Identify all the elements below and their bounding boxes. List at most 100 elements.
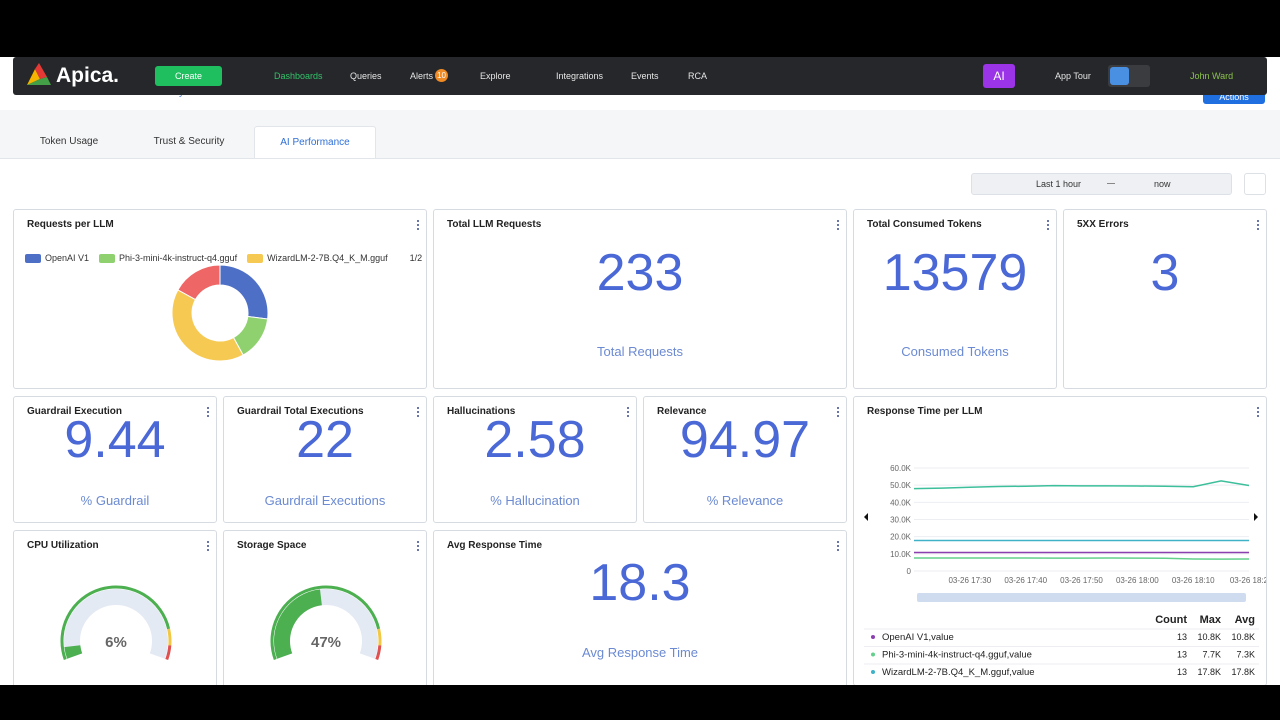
- prev-arrow[interactable]: [864, 513, 868, 521]
- panel-title: Storage Space: [237, 540, 307, 551]
- panel-menu[interactable]: [1256, 220, 1260, 230]
- panel-menu[interactable]: [416, 220, 420, 230]
- y-tick-label: 30.0K: [890, 516, 912, 525]
- tab[interactable]: AI Performance: [254, 126, 376, 158]
- time-picker[interactable]: [971, 173, 1232, 195]
- menu-dot: [417, 415, 419, 417]
- series-line: [914, 557, 1250, 560]
- panel: Storage Space 47%: [223, 530, 427, 690]
- panel-menu[interactable]: [206, 541, 210, 551]
- panel-menu[interactable]: [836, 541, 840, 551]
- row-dot: [871, 670, 875, 674]
- user-name[interactable]: John Ward: [1190, 71, 1234, 81]
- y-tick-label: 0: [907, 567, 912, 576]
- stat-caption: Consumed Tokens: [901, 344, 1009, 359]
- menu-dot: [207, 545, 209, 547]
- stat-caption: Avg Response Time: [581, 645, 699, 660]
- stat-value: 9.44: [64, 411, 166, 469]
- menu-dot: [1257, 220, 1259, 222]
- menu-dot: [627, 415, 629, 417]
- time-from[interactable]: Last 1 hour: [1036, 179, 1082, 189]
- zoom-slider[interactable]: [917, 593, 1246, 602]
- time-to[interactable]: now: [1154, 179, 1171, 189]
- panel: Total Consumed Tokens 13579 Consumed Token…: [853, 209, 1057, 389]
- menu-dot: [417, 228, 419, 230]
- panel-menu[interactable]: [1256, 407, 1260, 417]
- y-tick-label: 40.0K: [890, 498, 912, 507]
- panel-menu[interactable]: [626, 407, 630, 417]
- row-dot: [871, 635, 875, 639]
- x-tick-label: 03-26 18:2: [1230, 576, 1267, 585]
- stat-caption: Gaurdrail Executions: [264, 493, 386, 508]
- time-arrow: [1107, 183, 1115, 184]
- logo-icon: [27, 63, 51, 85]
- row-dot: [871, 652, 875, 657]
- menu-dot: [627, 407, 629, 409]
- panel: CPU Utilization 6%: [13, 530, 217, 690]
- menu-dot: [837, 407, 839, 409]
- next-arrow[interactable]: [1254, 513, 1258, 521]
- menu-dot: [417, 549, 419, 551]
- tab[interactable]: Token Usage: [39, 136, 99, 147]
- ai-button[interactable]: AI: [983, 64, 1015, 88]
- menu-dot: [417, 541, 419, 543]
- panel-menu[interactable]: [206, 407, 210, 417]
- stat-caption: % Relevance: [706, 493, 784, 508]
- nav-item[interactable]: RCA: [688, 71, 708, 81]
- x-tick-label: 03-26 17:50: [1060, 576, 1103, 585]
- donut-slice: [171, 289, 244, 362]
- stat-caption: Total Requests: [597, 344, 683, 359]
- panel-menu[interactable]: [836, 407, 840, 417]
- menu-dot: [1257, 407, 1259, 409]
- refresh-button[interactable]: [1244, 173, 1266, 195]
- nav-item[interactable]: Alerts: [410, 71, 434, 81]
- bottom-bar: [0, 685, 1280, 720]
- nav-item[interactable]: Events: [631, 71, 659, 81]
- panel-menu[interactable]: [836, 220, 840, 230]
- panel: 5XX Errors 3: [1063, 209, 1267, 389]
- panel: Hallucinations 2.58 % Hallucination: [433, 396, 637, 523]
- stat-value: 3: [1150, 244, 1180, 302]
- panel-menu[interactable]: [416, 541, 420, 551]
- nav-item[interactable]: Integrations: [556, 71, 604, 81]
- row-cell: 10.8K: [1231, 632, 1255, 642]
- nav-item[interactable]: Queries: [350, 71, 382, 81]
- nav-item[interactable]: Explore: [480, 71, 511, 81]
- menu-dot: [627, 411, 629, 413]
- menu-dot: [207, 407, 209, 409]
- row-name: OpenAI V1,value: [882, 632, 954, 643]
- create-button[interactable]: Create: [155, 66, 222, 86]
- panel-title: Guardrail Total Executions: [237, 406, 364, 417]
- donut-slice: [219, 265, 269, 320]
- panel-menu[interactable]: [416, 407, 420, 417]
- tab-bar: [0, 110, 1280, 159]
- menu-dot: [417, 407, 419, 409]
- stat-caption: % Hallucination: [490, 493, 580, 508]
- legend-label: WizardLM-2-7B.Q4_K_M.gguf: [267, 253, 388, 263]
- table-header: Count: [1155, 614, 1187, 626]
- table-header: Avg: [1235, 614, 1255, 626]
- panel-title: Requests per LLM: [27, 219, 114, 230]
- menu-dot: [417, 411, 419, 413]
- panel-title: Guardrail Execution: [27, 406, 123, 417]
- row-cell: 17.8K: [1197, 667, 1221, 677]
- tab[interactable]: Trust & Security: [153, 136, 225, 147]
- row-name: Phi-3-mini-4k-instruct-q4.gguf,value: [882, 650, 1032, 661]
- app-tour[interactable]: App Tour: [1055, 71, 1091, 81]
- panel-title: 5XX Errors: [1077, 219, 1129, 230]
- panel-title: Avg Response Time: [447, 540, 543, 551]
- stat-caption: % Guardrail: [80, 493, 150, 508]
- legend-swatch: [247, 253, 264, 263]
- legend-swatch: [99, 253, 116, 263]
- panel-title: Response Time per LLM: [867, 406, 983, 417]
- panel: Guardrail Execution 9.44 % Guardrail: [13, 396, 217, 523]
- theme-light: [1110, 67, 1129, 85]
- gauge-value: [274, 589, 323, 659]
- gauge: 6%: [60, 585, 172, 660]
- legend-page[interactable]: 1/2: [409, 253, 423, 263]
- nav-item[interactable]: Dashboards: [274, 71, 323, 81]
- panel-menu[interactable]: [1046, 220, 1050, 230]
- line-chart: 0 10.0K 20.0K 30.0K 40.0K 50.0K 60.0K 03-26 17:…: [864, 464, 1267, 678]
- menu-dot: [837, 545, 839, 547]
